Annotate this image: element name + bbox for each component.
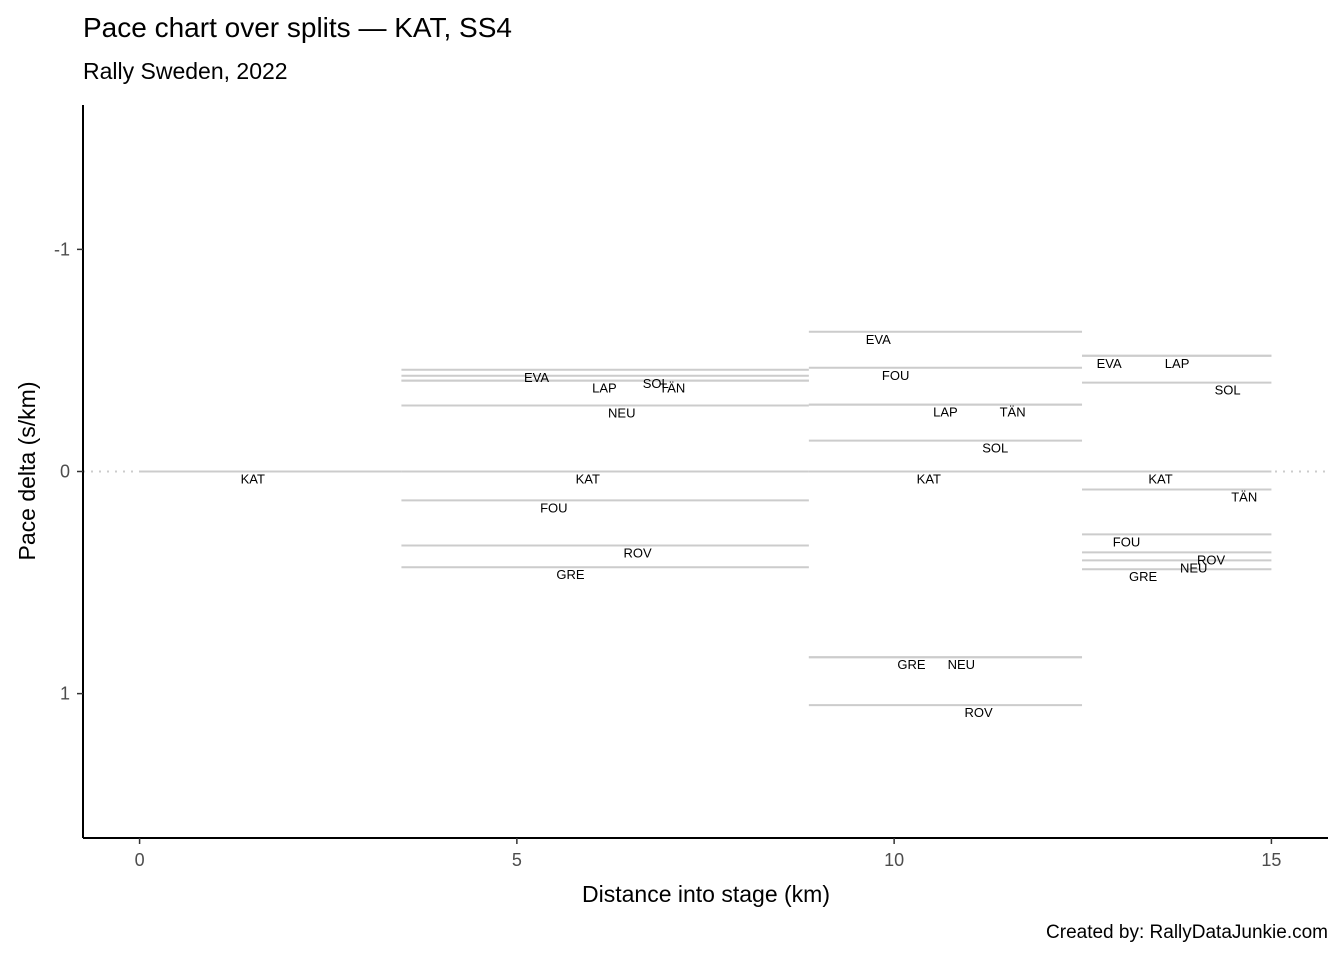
driver-label: ROV xyxy=(1197,552,1226,567)
driver-label: GRE xyxy=(897,657,926,672)
driver-label: ROV xyxy=(624,545,653,560)
chart-caption: Created by: RallyDataJunkie.com xyxy=(1046,922,1328,943)
driver-label: SOL xyxy=(982,441,1008,456)
driver-label: EVA xyxy=(1097,356,1122,371)
y-tick-label: -1 xyxy=(54,239,70,259)
driver-label: SOL xyxy=(1215,383,1241,398)
x-tick-label: 5 xyxy=(512,850,522,870)
y-tick-label: 1 xyxy=(60,684,70,704)
driver-label: LAP xyxy=(592,381,617,396)
driver-label: NEU xyxy=(948,657,975,672)
driver-label: SOL xyxy=(643,376,669,391)
driver-label: KAT xyxy=(1148,472,1172,487)
driver-label: FOU xyxy=(1113,534,1140,549)
driver-label: KAT xyxy=(917,472,941,487)
chart-title: Pace chart over splits — KAT, SS4 xyxy=(83,12,512,43)
driver-label: NEU xyxy=(1180,560,1207,575)
x-axis-label: Distance into stage (km) xyxy=(582,881,830,907)
chart-subtitle: Rally Sweden, 2022 xyxy=(83,58,288,84)
y-tick-label: 0 xyxy=(60,462,70,482)
driver-label: ROV xyxy=(965,705,994,720)
driver-label: GRE xyxy=(1129,569,1158,584)
chart-axes: 0 5 10 15 -1 0 1 xyxy=(54,105,1328,870)
driver-label: TÄN xyxy=(1231,489,1257,504)
driver-label: LAP xyxy=(933,405,958,420)
driver-label: EVA xyxy=(866,332,891,347)
driver-label: LAP xyxy=(1165,356,1190,371)
y-axis-label: Pace delta (s/km) xyxy=(14,382,40,561)
driver-label: GRE xyxy=(556,567,585,582)
x-tick-label: 10 xyxy=(884,850,904,870)
driver-label: TÄN xyxy=(659,381,685,396)
driver-label: FOU xyxy=(540,500,567,515)
driver-label: FOU xyxy=(882,368,909,383)
x-tick-label: 0 xyxy=(135,850,145,870)
x-tick-label: 15 xyxy=(1261,850,1281,870)
driver-label: NEU xyxy=(608,406,635,421)
driver-label: KAT xyxy=(241,472,265,487)
driver-label: KAT xyxy=(576,472,600,487)
driver-label: TÄN xyxy=(1000,405,1026,420)
chart-marks: KAT EVA SOL LAP TÄN NEU KAT FOU ROV GRE EVA FOU LAP T… xyxy=(83,330,1328,720)
driver-label: EVA xyxy=(524,370,549,385)
